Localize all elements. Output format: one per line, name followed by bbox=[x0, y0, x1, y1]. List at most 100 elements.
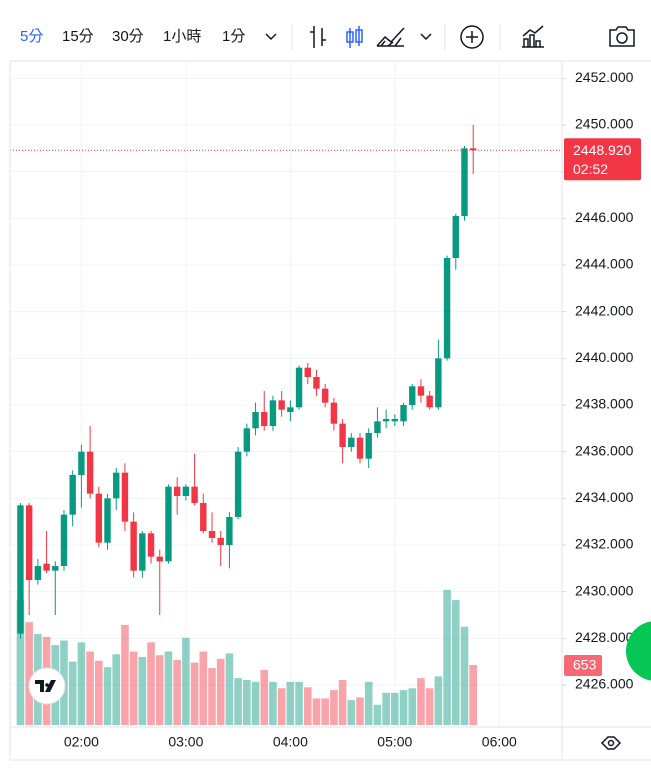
volume-bar bbox=[251, 681, 260, 725]
toolbar: 5分 15分 30分 1小時 1分 bbox=[10, 24, 651, 62]
x-tick-label: 02:00 bbox=[64, 734, 99, 750]
volume-bar bbox=[173, 659, 181, 725]
candle-body bbox=[78, 451, 85, 475]
volume-label: 653 bbox=[573, 657, 597, 673]
y-tick-label: 2442.000 bbox=[575, 302, 634, 318]
area-style-button[interactable] bbox=[376, 27, 405, 47]
interval-dropdown[interactable] bbox=[265, 33, 277, 41]
volume-bar bbox=[347, 700, 356, 725]
settings-icon bbox=[607, 739, 615, 747]
volume-bar bbox=[303, 687, 312, 725]
candles bbox=[17, 125, 477, 639]
y-tick-label: 2436.000 bbox=[575, 442, 634, 458]
candle-body bbox=[278, 400, 285, 410]
volume-bar bbox=[330, 690, 338, 725]
candle-body bbox=[165, 486, 172, 562]
volume-bar bbox=[417, 678, 425, 725]
interval-button[interactable]: 1小時 bbox=[163, 28, 201, 45]
bars-style-button[interactable] bbox=[310, 26, 326, 48]
candle-body bbox=[25, 505, 33, 580]
candle-body bbox=[426, 395, 433, 408]
volume-bar bbox=[216, 658, 225, 725]
candle-body bbox=[365, 433, 372, 459]
volume-bar bbox=[399, 690, 408, 725]
candle-body bbox=[287, 407, 294, 412]
volume-bar bbox=[86, 651, 94, 725]
candle-body bbox=[252, 412, 259, 429]
volume-bar bbox=[469, 665, 477, 725]
candle-body bbox=[200, 503, 207, 531]
candle-body bbox=[243, 428, 251, 452]
volume-bar bbox=[425, 688, 434, 725]
candle-body bbox=[156, 556, 163, 562]
settings-button[interactable] bbox=[600, 736, 622, 750]
candle-body bbox=[461, 148, 468, 216]
volume-bar bbox=[234, 678, 242, 725]
volume-bar bbox=[260, 669, 269, 725]
candle-body bbox=[269, 400, 277, 426]
candle-body bbox=[69, 475, 76, 515]
interval-button[interactable]: 30分 bbox=[112, 28, 144, 45]
y-tick-label: 2430.000 bbox=[575, 582, 634, 598]
volume-bar bbox=[408, 688, 417, 725]
candle-body bbox=[43, 563, 50, 571]
volume-bar bbox=[77, 642, 86, 725]
candle-body bbox=[182, 486, 190, 496]
candle-body bbox=[147, 533, 155, 557]
candle-body bbox=[321, 388, 329, 403]
candle-body bbox=[339, 423, 346, 447]
volume-bar bbox=[443, 590, 451, 725]
indicators-button[interactable] bbox=[522, 25, 544, 48]
volume-bar bbox=[269, 681, 277, 725]
candle-body bbox=[234, 451, 242, 517]
volume-bar bbox=[95, 660, 103, 725]
candle-body bbox=[409, 386, 416, 405]
volume-badge bbox=[564, 655, 602, 677]
compare-button[interactable] bbox=[460, 25, 484, 49]
volume-bar bbox=[434, 676, 443, 725]
screenshot-button[interactable] bbox=[609, 26, 635, 47]
last-price-label: 2448.920 bbox=[573, 142, 632, 158]
interval-button[interactable]: 15分 bbox=[62, 28, 94, 45]
compare-icon bbox=[466, 31, 478, 43]
countdown-label: 02:52 bbox=[573, 161, 608, 177]
y-tick-label: 2452.000 bbox=[575, 69, 634, 85]
y-tick-label: 2426.000 bbox=[575, 676, 634, 692]
volume-bar bbox=[391, 692, 399, 725]
volume-bar bbox=[199, 651, 208, 725]
candles-style-button[interactable] bbox=[346, 26, 363, 48]
candle-body bbox=[139, 533, 146, 571]
x-tick-label: 05:00 bbox=[377, 734, 412, 750]
interval-button[interactable]: 5分 bbox=[20, 28, 43, 45]
x-tick-label: 06:00 bbox=[482, 734, 517, 750]
candle-body bbox=[391, 419, 399, 422]
volume-bar bbox=[182, 637, 190, 725]
volume-bar bbox=[155, 655, 164, 725]
style-dropdown[interactable] bbox=[420, 33, 432, 41]
candle-body bbox=[304, 367, 311, 377]
y-tick-label: 2440.000 bbox=[575, 349, 634, 365]
volume-bar bbox=[460, 626, 469, 725]
volume-bar bbox=[112, 654, 121, 725]
y-tick-label: 2434.000 bbox=[575, 489, 634, 505]
volume-bar bbox=[208, 668, 216, 725]
volume-bar bbox=[129, 651, 138, 725]
line-share-button[interactable] bbox=[626, 621, 651, 681]
candle-body bbox=[17, 505, 24, 634]
candle-body bbox=[60, 514, 68, 566]
volume-bar bbox=[451, 600, 460, 725]
volume-bar bbox=[338, 680, 347, 725]
candle-body bbox=[34, 566, 42, 580]
volume-bar bbox=[25, 622, 33, 725]
candle-body bbox=[313, 377, 320, 389]
candle-body bbox=[400, 405, 407, 422]
volume-bar bbox=[382, 692, 390, 725]
candle-body bbox=[330, 402, 338, 424]
volume-bar bbox=[373, 704, 382, 725]
candle-body bbox=[104, 498, 111, 543]
y-tick-label: 2446.000 bbox=[575, 209, 634, 225]
candle-body bbox=[469, 148, 477, 151]
candle-body bbox=[435, 358, 442, 408]
interval-button[interactable]: 1分 bbox=[222, 28, 245, 45]
